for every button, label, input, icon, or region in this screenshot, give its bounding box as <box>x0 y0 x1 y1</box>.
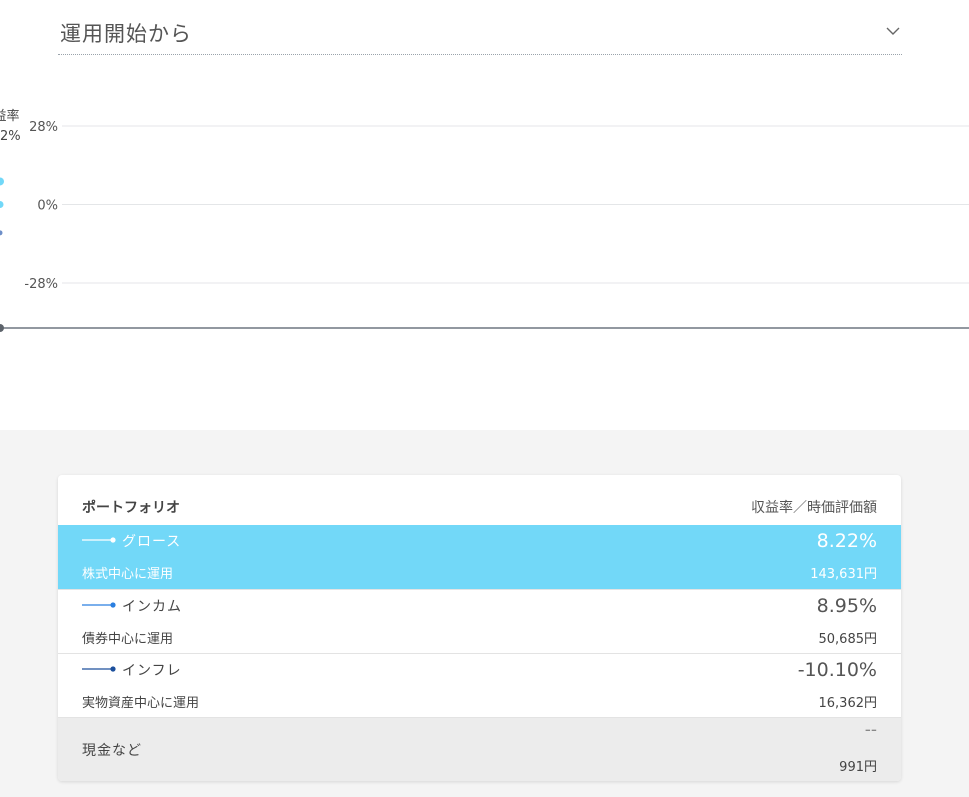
portfolio-name: インフレ <box>122 663 182 679</box>
portfolio-name: グロース <box>122 534 182 550</box>
x-tick-marker <box>0 324 4 332</box>
yield-value-heading: 収益率／時価評価額 <box>751 500 877 516</box>
series-legend-icon <box>82 537 116 543</box>
cash-name: 現金など <box>82 743 142 759</box>
portfolio-row-cash: 現金など -- 991円 <box>58 717 901 781</box>
y-tick-label: 0% <box>37 199 58 214</box>
portfolio-section: ポートフォリオ 収益率／時価評価額 グロース 株式中心に運用 8.22% 143… <box>0 430 969 797</box>
portfolio-card: ポートフォリオ 収益率／時価評価額 グロース 株式中心に運用 8.22% 143… <box>58 475 901 781</box>
portfolio-description: 債券中心に運用 <box>82 632 174 647</box>
cash-yield: -- <box>864 720 877 740</box>
period-label: 運用開始から <box>60 22 192 46</box>
callout-label: 収益率 <box>0 108 20 124</box>
portfolio-description: 実物資産中心に運用 <box>82 696 200 711</box>
portfolio-amount: 16,362円 <box>818 696 878 711</box>
portfolio-heading: ポートフォリオ <box>82 500 180 516</box>
series-end-point <box>0 177 4 186</box>
card-header: ポートフォリオ 収益率／時価評価額 <box>58 475 901 525</box>
portfolio-row-growth[interactable]: グロース 株式中心に運用 8.22% 143,631円 <box>58 525 901 589</box>
chart-section: 運用開始から 28%0%-28%2018/12/192019/5/142019/… <box>0 10 969 332</box>
series-start-marker <box>0 201 4 208</box>
y-tick-label: -28% <box>24 277 58 292</box>
performance-chart: 28%0%-28%2018/12/192019/5/142019/10/6202… <box>0 108 969 332</box>
portfolio-amount: 50,685円 <box>818 632 878 647</box>
portfolio-yield: 8.22% <box>816 530 877 552</box>
portfolio-row-income[interactable]: インカム 債券中心に運用 8.95% 50,685円 <box>58 589 901 653</box>
y-tick-label: 28% <box>29 120 58 135</box>
series-legend-icon <box>82 666 116 672</box>
cash-amount: 991円 <box>839 760 877 775</box>
pin-center <box>0 144 4 152</box>
callout-value: 8.22% <box>0 129 21 144</box>
portfolio-yield: -10.10% <box>797 659 877 681</box>
portfolio-amount: 143,631円 <box>810 567 877 582</box>
chevron-down-icon <box>886 27 900 35</box>
portfolio-name: インカム <box>122 599 182 615</box>
portfolio-row-inflation[interactable]: インフレ 実物資産中心に運用 -10.10% 16,362円 <box>58 653 901 717</box>
series-legend-icon <box>82 602 116 608</box>
period-selector[interactable]: 運用開始から <box>58 10 902 55</box>
portfolio-yield: 8.95% <box>816 595 877 617</box>
portfolio-description: 株式中心に運用 <box>82 567 174 582</box>
series-end-point <box>0 230 3 236</box>
